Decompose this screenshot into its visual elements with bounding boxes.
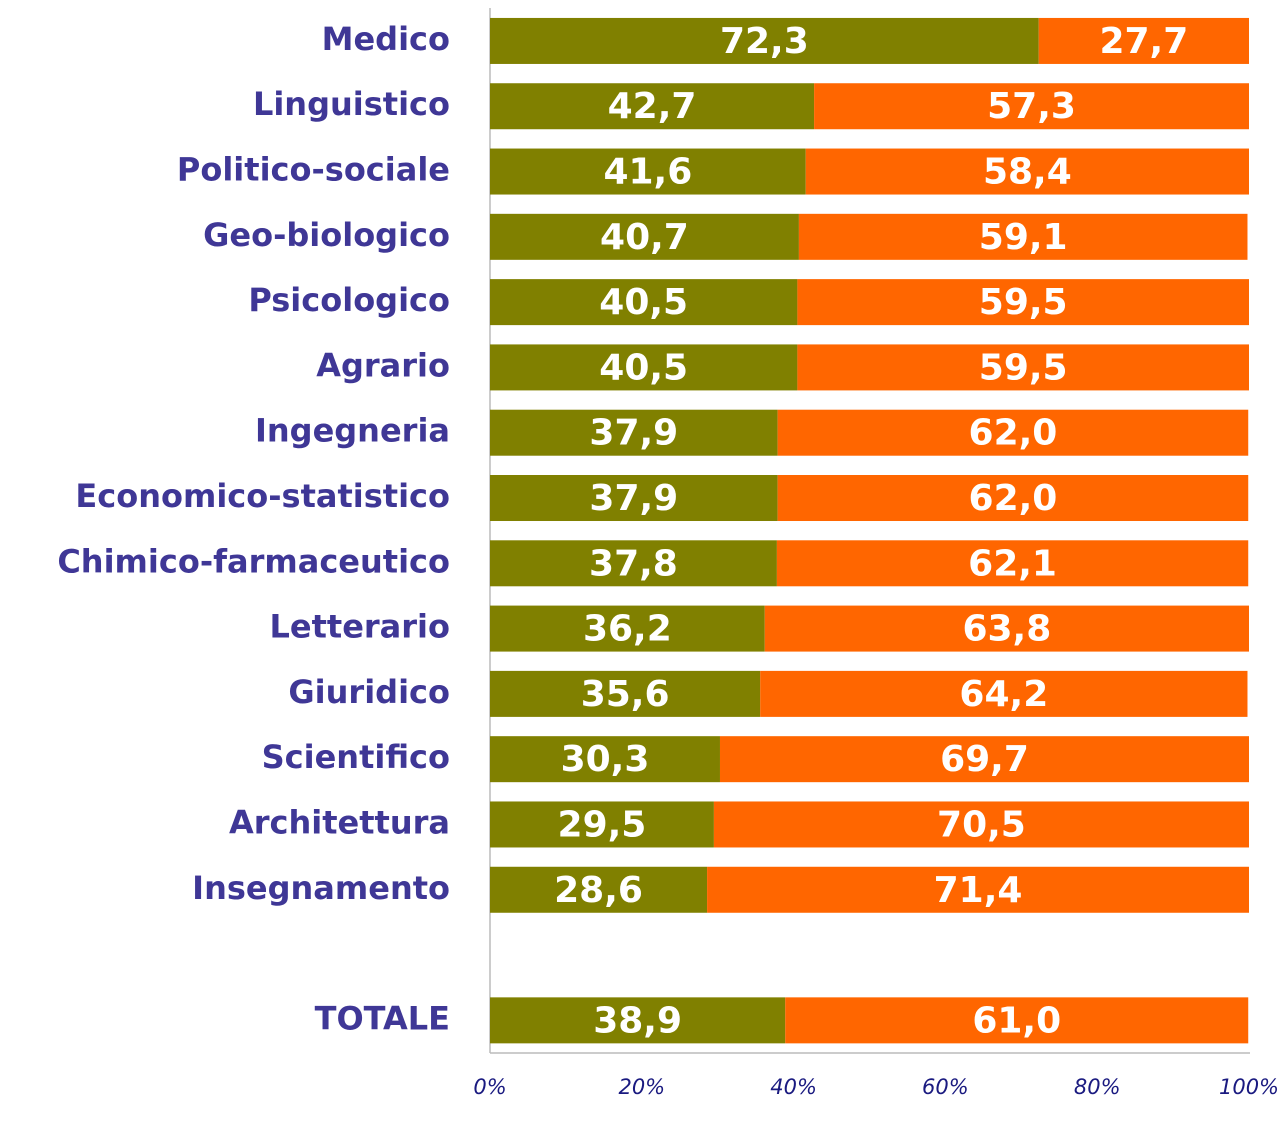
category-label: Geo-biologico	[203, 216, 450, 254]
value-label: 71,4	[934, 870, 1023, 911]
bar-segment	[797, 344, 1249, 391]
bar-segment	[760, 670, 1248, 717]
category-label: TOTALE	[315, 999, 450, 1037]
category-label: Giuridico	[288, 673, 450, 711]
value-label: 27,7	[1099, 21, 1188, 62]
category-label: Letterario	[270, 608, 451, 646]
bar-segment	[490, 736, 720, 783]
value-label: 42,7	[608, 86, 697, 127]
bar-segment	[490, 866, 708, 913]
value-label: 38,9	[593, 1000, 682, 1041]
category-label: Chimico-farmaceutico	[57, 542, 450, 580]
value-label: 35,6	[581, 674, 670, 715]
value-label: 40,5	[599, 282, 688, 323]
bar-segment	[490, 83, 815, 130]
bar-segment	[805, 148, 1249, 195]
value-label: 37,9	[589, 413, 678, 454]
category-label: Scientifico	[262, 738, 450, 776]
value-label: 40,7	[600, 217, 689, 258]
bar-segment	[490, 997, 786, 1044]
bar-segment	[764, 605, 1249, 652]
bar-segment	[707, 866, 1249, 913]
value-label: 72,3	[720, 21, 809, 62]
bar-segment	[785, 997, 1249, 1044]
category-label: Architettura	[229, 803, 450, 841]
bar-segment	[814, 83, 1249, 130]
bar-segment	[490, 540, 777, 587]
category-label: Psicologico	[248, 281, 450, 319]
bar-segment	[490, 801, 714, 848]
value-label: 59,1	[979, 217, 1068, 258]
value-label: 58,4	[983, 152, 1072, 193]
value-label: 40,5	[599, 347, 688, 388]
bar-segment	[490, 409, 778, 456]
bar-segment	[490, 475, 778, 522]
value-label: 41,6	[603, 152, 692, 193]
x-tick-label: 40%	[770, 1075, 817, 1099]
x-tick-label: 100%	[1219, 1075, 1279, 1099]
bar-segment	[776, 540, 1249, 587]
category-label: Ingegneria	[255, 412, 450, 450]
value-label: 57,3	[987, 86, 1076, 127]
value-label: 59,5	[979, 347, 1068, 388]
bar-segment	[490, 670, 761, 717]
category-label: Linguistico	[253, 85, 450, 123]
bar-segment	[490, 213, 799, 260]
category-label: Politico-sociale	[177, 151, 450, 189]
value-label: 62,0	[969, 478, 1058, 519]
bar-segment	[490, 279, 798, 326]
value-label: 36,2	[583, 609, 672, 650]
category-label: Economico-statistico	[75, 477, 450, 515]
x-tick-label: 60%	[922, 1075, 969, 1099]
value-label: 63,8	[962, 609, 1051, 650]
bar-segment	[777, 409, 1249, 456]
value-label: 64,2	[959, 674, 1048, 715]
bar-segment	[777, 475, 1249, 522]
value-label: 69,7	[940, 739, 1029, 780]
bar-segment	[490, 148, 806, 195]
value-label: 59,5	[979, 282, 1068, 323]
value-label: 37,9	[589, 478, 678, 519]
bar-segment	[1038, 17, 1249, 64]
value-label: 29,5	[558, 804, 647, 845]
value-label: 62,0	[969, 413, 1058, 454]
category-label: Agrario	[316, 346, 450, 384]
value-label: 37,8	[589, 543, 678, 584]
bar-segment	[490, 605, 765, 652]
category-label: Insegnamento	[192, 869, 450, 907]
bar-segment	[490, 344, 798, 391]
bar-segment	[719, 736, 1249, 783]
value-label: 62,1	[968, 543, 1057, 584]
x-tick-label: 20%	[618, 1075, 665, 1099]
category-label: Medico	[322, 20, 450, 58]
x-tick-label: 80%	[1074, 1075, 1121, 1099]
bar-segment	[490, 17, 1039, 64]
bar-segment	[797, 279, 1249, 326]
value-label: 70,5	[937, 804, 1026, 845]
bar-segment	[713, 801, 1249, 848]
value-label: 61,0	[972, 1000, 1061, 1041]
value-label: 30,3	[561, 739, 650, 780]
bar-segment	[798, 213, 1248, 260]
x-tick-label: 0%	[473, 1075, 506, 1099]
value-label: 28,6	[554, 870, 643, 911]
